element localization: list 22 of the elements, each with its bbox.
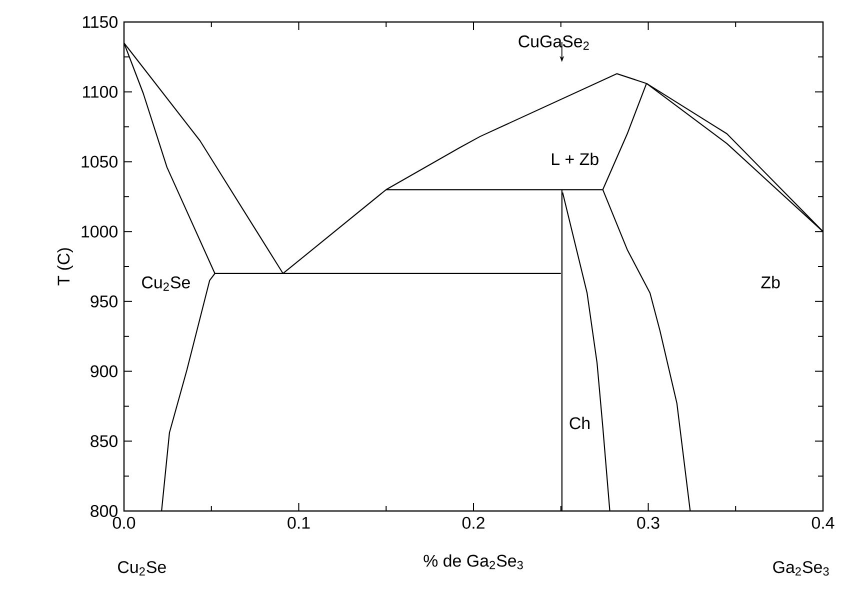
x-tick-label: 0.4 xyxy=(812,516,834,529)
y-tick-label: 1000 xyxy=(82,226,118,238)
y-tick-label: 950 xyxy=(90,295,118,308)
y-tick-label: 800 xyxy=(90,505,118,517)
annotation: Zb xyxy=(761,276,780,288)
annotation: L + Zb xyxy=(552,152,598,166)
annotation: Ch xyxy=(570,416,590,430)
annotation: Cu$_{2}$Se xyxy=(142,276,190,291)
x-tick-label: 0.1 xyxy=(288,516,310,529)
x-tick-label: 0.0 xyxy=(112,516,136,529)
y-tick-label: 1150 xyxy=(83,16,118,28)
x-axis-title: % de Ga$_{2}$Se$_{3}$ xyxy=(424,554,523,570)
y-axis-title: T (C) xyxy=(57,248,73,286)
x-tick-label: 0.3 xyxy=(637,516,660,529)
x-tick-label: 0.2 xyxy=(462,516,484,529)
y-tick-label: 900 xyxy=(90,365,118,378)
text: Cu$_{2}$Se xyxy=(118,561,166,576)
annotation: CuGaSe$_{2}$ xyxy=(518,35,589,50)
text: Ga$_{2}$Se$_{3}$ xyxy=(773,561,829,576)
y-tick-label: 850 xyxy=(90,435,118,448)
y-tick-label: 1100 xyxy=(83,86,118,98)
y-tick-label: 1050 xyxy=(82,156,118,168)
